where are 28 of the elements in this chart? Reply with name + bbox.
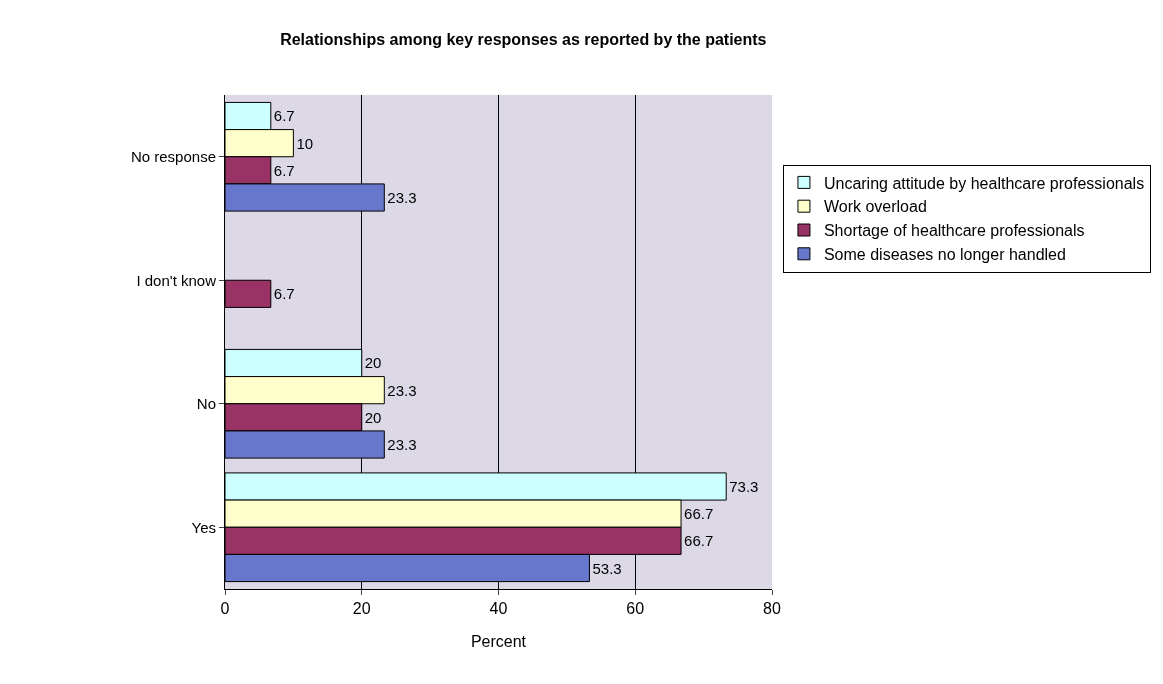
data-label: 66.7: [684, 505, 714, 523]
data-label: 66.7: [684, 532, 714, 550]
x-tick-label: 80: [763, 600, 781, 618]
data-label: 6.7: [273, 107, 295, 125]
y-tick-label: Yes: [191, 518, 216, 536]
legend-label: Some diseases no longer handled: [823, 246, 1066, 264]
data-label: 10: [296, 134, 314, 152]
x-tick-label: 60: [626, 600, 645, 618]
legend-label: Work overload: [823, 198, 927, 216]
x-tick-label: 40: [489, 600, 508, 618]
legend-label: Shortage of healthcare professionals: [823, 222, 1085, 240]
x-tick-label: 20: [352, 600, 371, 618]
y-tick-label: No: [196, 395, 216, 412]
data-label: 23.3: [387, 436, 417, 454]
legend-label: Uncaring attitude by healthcare professionals: [823, 174, 1145, 192]
data-label: 53.3: [592, 559, 622, 577]
y-tick-label: No response: [130, 148, 216, 165]
y-tick-label: I don't know: [136, 271, 217, 289]
data-label: 20: [364, 354, 382, 372]
data-label: 73.3: [729, 477, 759, 495]
data-label: 20: [364, 408, 382, 426]
data-label: 6.7: [273, 161, 295, 179]
chart-title: Relationships among key responses as reported by the patients: [280, 31, 767, 49]
data-label: 23.3: [387, 381, 417, 399]
x-tick-label: 0: [220, 600, 230, 618]
data-label: 23.3: [387, 189, 417, 207]
x-axis-title: Percent: [470, 633, 527, 650]
data-label: 6.7: [273, 285, 295, 303]
